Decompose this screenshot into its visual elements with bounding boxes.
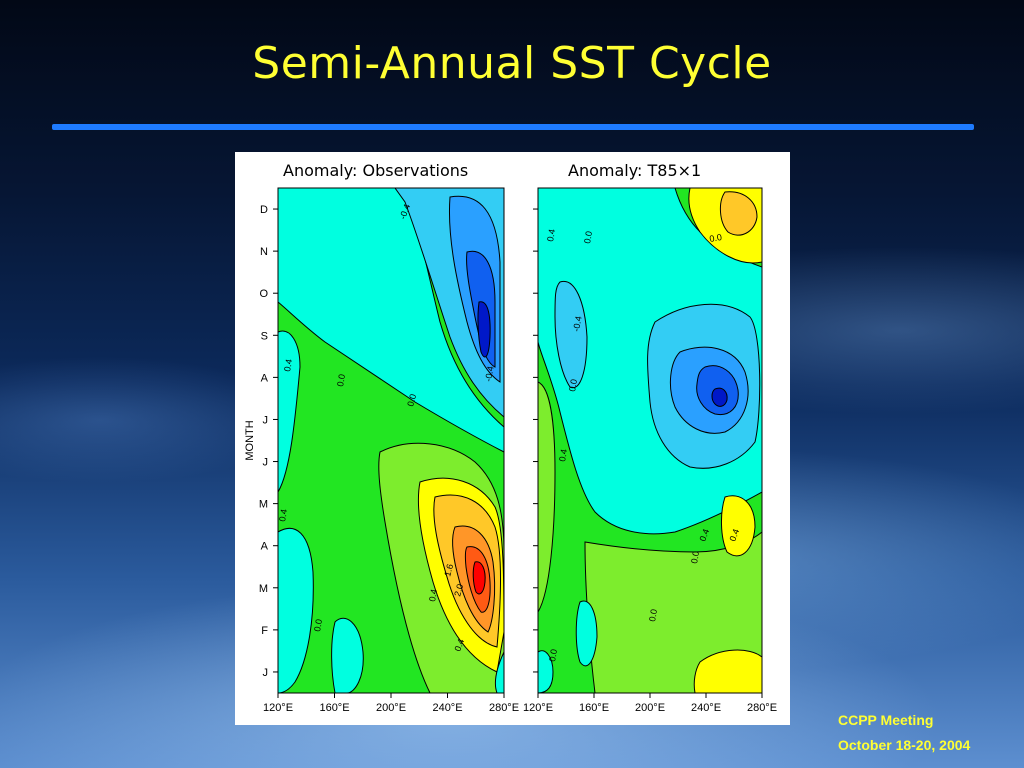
model-region-lightblue-west: [554, 280, 588, 389]
panel-title-0: Anomaly: Observations: [283, 161, 468, 180]
contour-label: -0.4: [571, 315, 584, 332]
x-tick-label: 240°E: [691, 702, 721, 714]
contour-label: 0.4: [557, 448, 569, 462]
model-region-cyan-southwest: [538, 650, 554, 693]
y-tick-label: O: [259, 288, 268, 300]
y-tick-label: A: [261, 541, 269, 553]
contour-label: 2.0: [452, 583, 465, 598]
obs-region-cyan-east: [494, 651, 504, 693]
x-tick-label: 280°E: [489, 702, 519, 714]
contour-label: 0.4: [727, 528, 741, 543]
obs-region-cyan-southwest: [278, 527, 314, 693]
title-divider: [52, 124, 974, 130]
contour-label: 0.4: [427, 588, 439, 602]
contour-label: 0.4: [277, 508, 289, 522]
y-tick-label: J: [263, 667, 269, 679]
contour-label: 0.0: [709, 232, 723, 244]
obs-region-cyan-west: [278, 188, 504, 453]
obs-region-cyan-tongue: [278, 330, 301, 493]
model-region-minimum: [711, 387, 728, 407]
obs-region-maximum: [472, 561, 486, 595]
model-region-lightgreen-west: [538, 381, 556, 613]
contour-label: 0.0: [312, 618, 324, 632]
figure-panel: Anomaly: Observations 120°E 160°E 200°E 240°…: [235, 152, 790, 725]
model-region-yellow-southeast: [693, 649, 762, 693]
x-tick-label: 120°E: [263, 702, 293, 714]
x-tick-label: 160°E: [579, 702, 609, 714]
slide-title: Semi-Annual SST Cycle: [252, 38, 772, 89]
contour-label: 1.6: [442, 563, 455, 578]
x-tick-label: 280°E: [747, 702, 777, 714]
y-tick-label: J: [263, 457, 269, 469]
obs-region-minimum: [477, 301, 491, 358]
x-tick-label: 240°E: [432, 702, 462, 714]
contour-label: -0.4: [483, 365, 496, 382]
footer-date: October 18-20, 2004: [838, 737, 971, 753]
model-region-cyan-south: [575, 600, 598, 667]
contour-label: 0.0: [547, 648, 559, 662]
panel-title-1: Anomaly: T85×1: [568, 161, 701, 180]
y-tick-label: M: [259, 499, 268, 511]
model-region-orange-northeast: [720, 191, 758, 236]
y-axis-label: MONTH: [244, 420, 256, 460]
x-tick-label: 160°E: [319, 702, 349, 714]
x-tick-label: 120°E: [523, 702, 553, 714]
obs-contour-field: [278, 188, 504, 693]
y-tick-label: M: [259, 583, 268, 595]
contour-label: 0.0: [567, 378, 579, 392]
contour-label: 0.0: [689, 550, 701, 564]
model-contour-field: [538, 188, 762, 693]
contour-label: 0.4: [545, 228, 557, 242]
model-region-yellow-east: [721, 495, 756, 557]
footer-meeting: CCPP Meeting: [838, 712, 934, 728]
y-tick-label: S: [261, 330, 268, 342]
contour-figure: Anomaly: Observations 120°E 160°E 200°E 240°…: [244, 161, 777, 714]
contour-label: 0.0: [335, 373, 347, 387]
y-tick-label: N: [260, 246, 268, 258]
y-tick-label: F: [261, 625, 268, 637]
x-tick-label: 200°E: [635, 702, 665, 714]
obs-region-cyan-south: [331, 617, 364, 693]
contour-label: 0.0: [647, 608, 659, 622]
contour-label: 0.4: [282, 358, 294, 372]
y-tick-label: J: [263, 414, 269, 426]
contour-label: 0.4: [452, 638, 466, 653]
x-tick-label: 200°E: [376, 702, 406, 714]
y-tick-label: A: [261, 372, 269, 384]
contour-label: -0.4: [397, 203, 412, 221]
contour-label: 0.4: [697, 528, 711, 543]
y-tick-label: D: [260, 204, 268, 216]
contour-label: 0.0: [582, 230, 594, 244]
contour-label: 0.0: [405, 393, 418, 408]
